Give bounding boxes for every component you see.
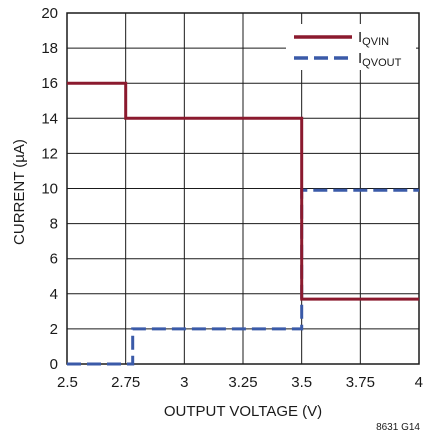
series-layer — [67, 81, 419, 366]
legend-box — [286, 24, 416, 70]
figure-id: 8631 G14 — [376, 422, 420, 433]
legend-label-qvout: IQVOUT — [358, 50, 402, 69]
y-tick-label: 0 — [50, 356, 58, 373]
y-tick-label: 14 — [41, 110, 58, 127]
y-axis-label: CURRENT (µA) — [11, 139, 28, 245]
y-tick-label: 16 — [41, 75, 58, 92]
y-tick-label: 18 — [41, 40, 58, 57]
y-tick-label: 4 — [50, 286, 58, 303]
grid — [66, 12, 420, 365]
x-axis-label: OUTPUT VOLTAGE (V) — [164, 403, 322, 420]
x-tick-label: 2.5 — [57, 374, 78, 391]
legend-label-qvin: IQVIN — [358, 29, 389, 48]
y-tick-label: 8 — [50, 216, 58, 233]
x-tick-label: 2.75 — [111, 374, 140, 391]
x-tick-label: 3 — [180, 374, 188, 391]
x-tick-label: 3.75 — [346, 374, 375, 391]
y-tick-label: 10 — [41, 181, 58, 198]
y-tick-label: 12 — [41, 145, 58, 162]
series-line-qvin — [67, 81, 419, 301]
tick-labels: 2.5 2.75 3 3.25 3.5 3.75 4 0 2 4 6 8 10 12 14 16 18 20 — [41, 5, 423, 391]
y-tick-label: 20 — [41, 5, 58, 22]
series-line-qvout — [67, 188, 419, 366]
x-tick-label: 3.5 — [291, 374, 312, 391]
plot-frame — [66, 12, 420, 365]
y-tick-label: 2 — [50, 321, 58, 338]
x-tick-label: 3.25 — [228, 374, 257, 391]
y-tick-label: 6 — [50, 251, 58, 268]
x-tick-label: 4 — [415, 374, 423, 391]
